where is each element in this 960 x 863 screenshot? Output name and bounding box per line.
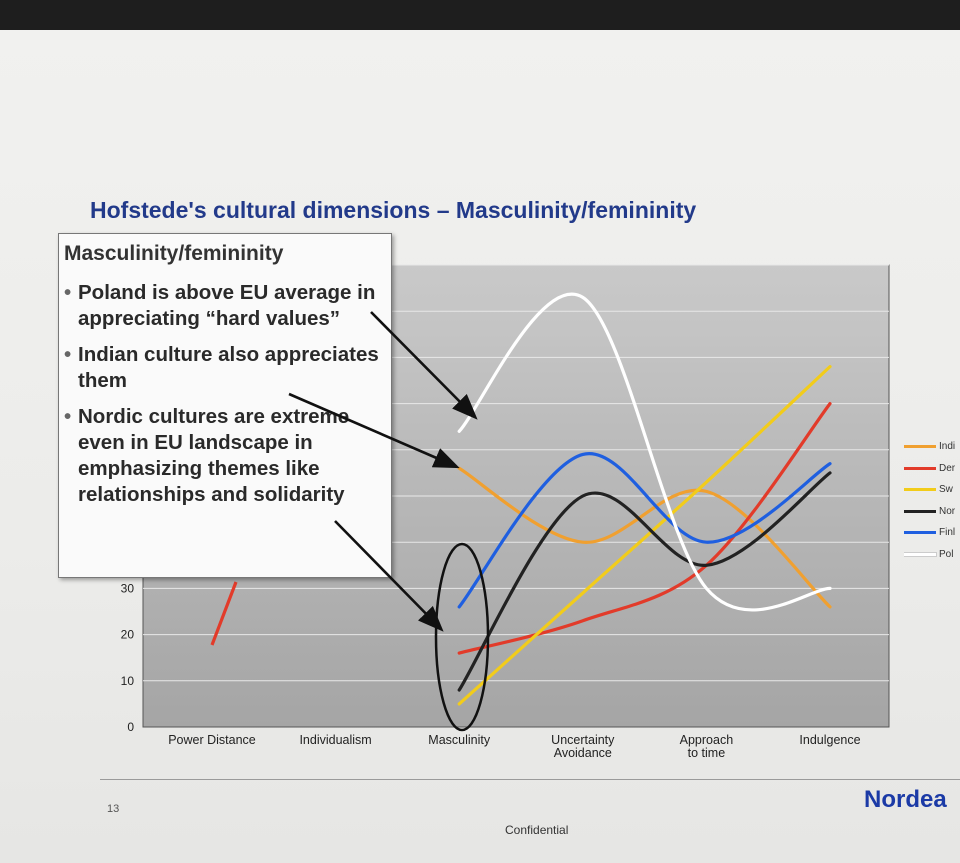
legend-swatch xyxy=(904,488,936,492)
bullet-dot-icon: • xyxy=(64,343,72,366)
legend-swatch xyxy=(904,531,936,535)
x-tick-label: Approach xyxy=(680,733,734,747)
legend-item: Pol xyxy=(904,544,960,566)
legend-swatch xyxy=(904,445,936,449)
series-line-indi xyxy=(457,466,832,609)
x-tick-label: Uncertainty xyxy=(551,733,615,747)
page-number: 13 xyxy=(107,803,120,815)
series-line-nor xyxy=(457,471,832,692)
bullet-dot-icon: • xyxy=(64,281,72,304)
confidential-label: Confidential xyxy=(505,823,569,837)
y-tick-label: 20 xyxy=(121,628,135,642)
callout-bullet: • Nordic cultures are extreme even in EU… xyxy=(64,404,381,508)
y-tick-label: 0 xyxy=(127,720,134,734)
legend-item: Finl xyxy=(904,522,960,544)
y-tick-label: 10 xyxy=(121,674,135,688)
legend-swatch xyxy=(904,552,936,556)
y-tick-label: 30 xyxy=(121,581,135,595)
legend-item: Indi xyxy=(904,436,960,458)
legend-label: Pol xyxy=(939,548,954,560)
masculinity-highlight-ellipse xyxy=(434,542,490,732)
legend-item: Der xyxy=(904,458,960,480)
chart-legend: Indi Der Sw Nor Finl Pol xyxy=(904,436,960,565)
series-lines xyxy=(210,292,832,706)
x-tick-label: Individualism xyxy=(299,733,371,747)
series-line-sw xyxy=(457,365,832,706)
x-tick-label: to time xyxy=(688,746,726,760)
callout-bullet-text: Poland is above EU average in appreciati… xyxy=(78,281,376,330)
legend-swatch xyxy=(904,466,936,470)
series-line-der xyxy=(457,402,832,655)
callout-heading: Masculinity/femininity xyxy=(64,242,284,265)
legend-label: Finl xyxy=(939,527,956,539)
x-tick-label: Power Distance xyxy=(168,733,256,747)
callout-bullet: • Indian culture also appreciates them xyxy=(64,342,381,394)
series-line-finl xyxy=(457,452,832,609)
nordea-logo: Nordea xyxy=(864,786,947,813)
y-axis-labels: 0 10 20 30 xyxy=(121,581,135,734)
legend-swatch xyxy=(904,509,936,513)
x-tick-label: Masculinity xyxy=(428,733,491,747)
legend-item: Nor xyxy=(904,501,960,523)
legend-label: Sw xyxy=(939,484,953,496)
x-axis-labels: Power Distance Individualism Masculinity Un… xyxy=(168,733,860,760)
legend-label: Der xyxy=(939,462,956,474)
slide-title: Hofstede's cultural dimensions – Masculi… xyxy=(90,197,697,223)
bullet-dot-icon: • xyxy=(64,405,72,428)
callout-bullet: • Poland is above EU average in apprecia… xyxy=(64,280,381,332)
callout-bullet-text: Indian culture also appreciates them xyxy=(78,343,379,392)
monitor-bezel xyxy=(0,0,960,30)
series-line-der-fragment xyxy=(210,581,238,646)
series-line-pol xyxy=(457,292,832,612)
callout-box: Masculinity/femininity • Poland is above… xyxy=(58,233,392,578)
legend-item: Sw xyxy=(904,479,960,501)
legend-label: Indi xyxy=(939,441,956,453)
x-tick-label: Avoidance xyxy=(554,746,612,760)
callout-bullet-text: Nordic cultures are extreme even in EU l… xyxy=(78,405,350,506)
footer-divider xyxy=(100,779,960,780)
x-tick-label: Indulgence xyxy=(799,733,860,747)
legend-label: Nor xyxy=(939,505,956,517)
